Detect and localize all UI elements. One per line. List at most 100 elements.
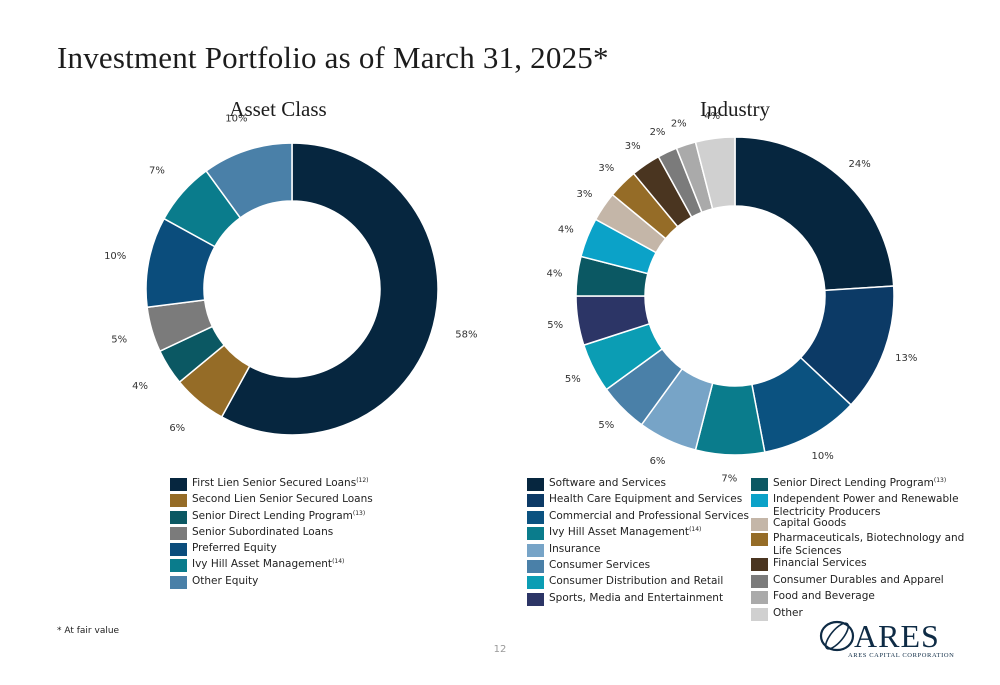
legend-item-commercial-and-professional-services: Commercial and Professional Services	[527, 510, 752, 526]
industry-data-label-sports-media-and-entertainment: 5%	[547, 320, 563, 331]
legend-item-other: Other	[751, 607, 966, 623]
legend-label-text: Consumer Distribution and Retail	[549, 575, 724, 588]
chart-title-industry: Industry	[700, 97, 770, 121]
legend-swatch	[527, 559, 544, 573]
legend-label: Food and Beverage	[773, 590, 875, 603]
legend-label: Independent Power and Renewable Electric…	[773, 493, 966, 518]
legend-item-preferred-equity: Preferred Equity	[170, 542, 430, 558]
legend-label: Other Equity	[192, 575, 258, 588]
legend-label: Capital Goods	[773, 517, 846, 530]
legend-footnote-mark: (12)	[356, 477, 369, 484]
asset-data-label-second-lien-senior-secured-loans: 6%	[169, 423, 185, 434]
industry-data-label-senior-direct-lending-program: 4%	[546, 269, 562, 280]
legend-item-consumer-distribution-and-retail: Consumer Distribution and Retail	[527, 575, 752, 591]
legend-item-sports-media-and-entertainment: Sports, Media and Entertainment	[527, 592, 752, 608]
legend-swatch	[751, 607, 768, 621]
legend-label: Health Care Equipment and Services	[549, 493, 742, 506]
legend-label-text: Preferred Equity	[192, 542, 277, 555]
legend-label: Senior Subordinated Loans	[192, 526, 333, 539]
legend-swatch	[170, 543, 187, 557]
legend-swatch	[527, 592, 544, 606]
industry-data-label-other: 4%	[704, 111, 720, 122]
asset-data-label-first-lien-senior-secured-loans: 58%	[455, 329, 477, 340]
legend-label: Consumer Services	[549, 559, 650, 572]
industry-data-label-capital-goods: 3%	[577, 189, 593, 200]
legend-label-text: Other Equity	[192, 574, 259, 587]
industry-data-label-consumer-distribution-and-retail: 5%	[565, 374, 581, 385]
asset-slice-other-equity	[205, 142, 293, 219]
legend-swatch	[751, 574, 768, 588]
legend-label: Financial Services	[773, 557, 867, 570]
legend-label: Software and Services	[549, 477, 666, 490]
legend-swatch	[527, 527, 544, 541]
legend-label-text: Ivy Hill Asset Management	[192, 558, 333, 571]
legend-item-consumer-durables-and-apparel: Consumer Durables and Apparel	[751, 574, 966, 591]
legend-item-independent-power-and-renewable-electricity-producers: Independent Power and Renewable Electric…	[751, 493, 966, 518]
asset-data-label-senior-subordinated-loans: 5%	[111, 335, 127, 346]
industry-data-label-consumer-durables-and-apparel: 2%	[650, 127, 666, 138]
legend-swatch	[527, 543, 544, 557]
legend-item-food-and-beverage: Food and Beverage	[751, 590, 966, 607]
industry-data-label-independent-power-and-renewable-electricity-producers: 4%	[558, 225, 574, 236]
asset-data-label-senior-direct-lending-program: 4%	[132, 381, 148, 392]
legend-swatch	[527, 478, 544, 491]
legend-item-health-care-equipment-and-services: Health Care Equipment and Services	[527, 493, 752, 509]
legend-label-text: Other	[773, 606, 803, 619]
legend-footnote-mark: (13)	[352, 509, 366, 517]
legend-swatch	[751, 478, 768, 491]
legend-label-text: Health Care Equipment and Services	[549, 493, 743, 506]
legend-swatch	[751, 518, 768, 531]
legend-label: First Lien Senior Secured Loans(12)	[192, 477, 369, 490]
legend-label: Senior Direct Lending Program(13)	[773, 477, 946, 490]
legend-item-insurance: Insurance	[527, 543, 752, 559]
legend-label-text: Pharmaceuticals, Biotechnology and Life …	[773, 532, 965, 557]
ares-logo: ARES ARES CAPITAL CORPORATION	[818, 616, 958, 662]
legend-swatch	[170, 478, 187, 491]
legend-swatch	[751, 558, 768, 571]
legend-item-other-equity: Other Equity	[170, 575, 430, 591]
logo-wordmark: ARES	[854, 618, 940, 654]
legend-label-text: Second Lien Senior Secured Loans	[192, 493, 373, 506]
legend-swatch	[527, 494, 544, 508]
legend-item-second-lien-senior-secured-loans: Second Lien Senior Secured Loans	[170, 493, 430, 509]
footnote: * At fair value	[57, 626, 120, 636]
legend-swatch	[751, 591, 768, 604]
legend-label: Pharmaceuticals, Biotechnology and Life …	[773, 532, 966, 557]
legend-label-text: Commercial and Professional Services	[549, 509, 749, 522]
legend-item-senior-direct-lending-program: Senior Direct Lending Program(13)	[751, 477, 966, 493]
legend-swatch	[751, 533, 768, 546]
legend-footnote-mark: (14)	[332, 558, 345, 566]
page-number: 12	[493, 644, 507, 655]
legend-item-software-and-services: Software and Services	[527, 477, 752, 493]
legend-footnote-mark: (14)	[689, 526, 702, 534]
legend-footnote-mark: (13)	[933, 477, 947, 484]
legend-swatch	[170, 575, 187, 589]
industry-data-label-financial-services: 3%	[625, 141, 641, 152]
industry-data-label-health-care-equipment-and-services: 13%	[895, 353, 917, 364]
legend-label: Insurance	[549, 543, 601, 556]
legend-label-text: Software and Services	[549, 477, 666, 489]
asset-data-label-preferred-equity: 10%	[104, 251, 126, 262]
legend-swatch	[170, 510, 187, 524]
logo-mark-icon	[819, 620, 855, 652]
legend-item-pharmaceuticals-biotechnology-and-life-sciences: Pharmaceuticals, Biotechnology and Life …	[751, 532, 966, 557]
legend-label: Ivy Hill Asset Management(14)	[549, 526, 701, 539]
legend-label-text: Food and Beverage	[773, 590, 875, 602]
legend-label-text: Independent Power and Renewable Electric…	[773, 493, 959, 518]
logo-subtitle: ARES CAPITAL CORPORATION	[848, 652, 955, 659]
legend-swatch	[170, 494, 187, 508]
legend-label: Ivy Hill Asset Management(14)	[192, 558, 344, 571]
legend-label: Commercial and Professional Services	[549, 510, 749, 523]
industry-slice-software-and-services	[734, 136, 895, 292]
legend-label-text: Insurance	[549, 542, 601, 555]
industry-data-label-ivy-hill-asset-management: 7%	[721, 473, 737, 484]
legend-swatch	[170, 526, 187, 540]
legend-label: Consumer Durables and Apparel	[773, 574, 944, 587]
industry-data-label-food-and-beverage: 2%	[671, 118, 687, 129]
industry-data-label-insurance: 6%	[650, 456, 666, 467]
legend-label-text: Senior Direct Lending Program	[192, 509, 353, 522]
legend-industry-right: Senior Direct Lending Program(13) Indepen…	[751, 477, 966, 623]
legend-swatch	[527, 576, 544, 590]
legend-label-text: Senior Direct Lending Program	[773, 477, 934, 489]
